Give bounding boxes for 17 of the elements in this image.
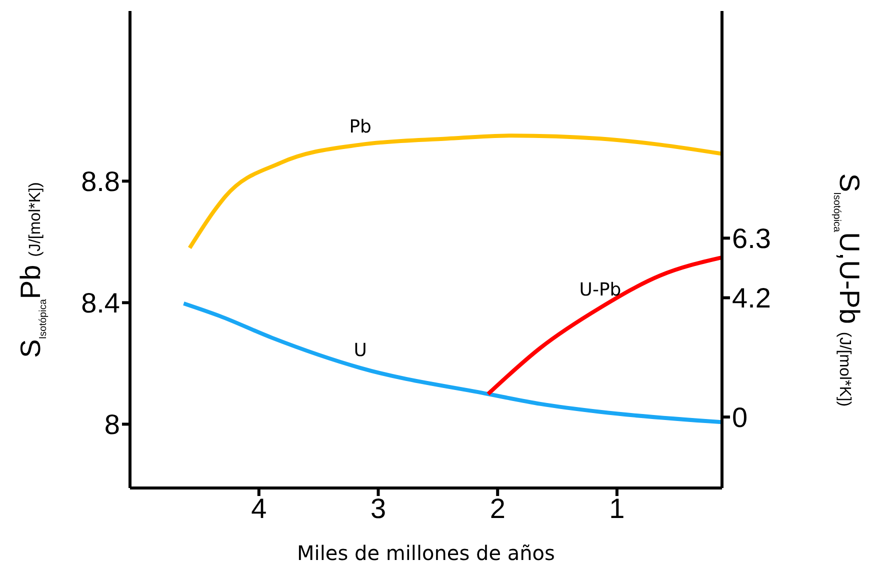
line-series [188,134,722,250]
y2-tick-label: 6.3 [732,223,771,254]
y-tick-label: 8.8 [81,166,120,198]
y2-tick-label: 0 [732,402,748,433]
series-label: U-Pb [579,280,622,301]
y-tick-label: 8 [104,409,120,440]
x-tick-label: 1 [609,492,625,524]
series-label: U [354,340,367,361]
x-tick-label: 3 [370,492,386,524]
line-series [486,255,722,396]
y-tick-label: 8.4 [81,288,120,319]
series-label: Pb [349,116,372,138]
line-series [182,301,722,424]
x-axis-title: Miles de millones de años [297,541,555,565]
x-tick-label: 2 [490,492,506,524]
x-tick-label: 4 [251,492,267,524]
y2-tick-label: 4.2 [732,282,771,314]
